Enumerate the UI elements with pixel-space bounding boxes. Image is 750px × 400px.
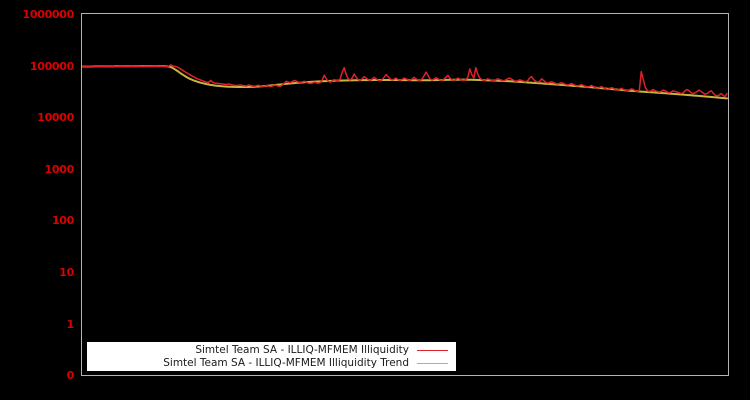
legend-label-illiquidity: Simtel Team SA - ILLIQ-MFMEM Illiquidity xyxy=(195,344,409,356)
legend-entry: Simtel Team SA - ILLIQ-MFMEM Illiquidity xyxy=(88,344,455,357)
legend-entry: Simtel Team SA - ILLIQ-MFMEM Illiquidity… xyxy=(88,357,455,370)
y-axis-tick-100000: 100000 xyxy=(29,59,74,73)
legend-swatch-illiquidity xyxy=(417,345,448,356)
series-group xyxy=(82,64,728,100)
y-axis-tick-10: 10 xyxy=(59,266,74,279)
y-axis-tick-1000: 1000 xyxy=(44,162,75,176)
legend-label-illiquidity-trend: Simtel Team SA - ILLIQ-MFMEM Illiquidity… xyxy=(163,357,409,369)
series-line-trend xyxy=(82,65,728,100)
legend-swatch-illiquidity-trend xyxy=(417,358,448,369)
y-axis-tick-1: 1 xyxy=(66,317,75,331)
chart-legend: Simtel Team SA - ILLIQ-MFMEM Illiquidity… xyxy=(87,342,456,371)
plot-svg xyxy=(82,64,728,100)
y-axis-tick-0: 0 xyxy=(66,369,75,383)
y-axis-tick-1000000: 1000000 xyxy=(22,8,75,21)
y-axis-tick-10000: 10000 xyxy=(37,111,74,125)
y-axis-tick-100: 100 xyxy=(51,214,74,228)
series-line-illiquidity xyxy=(82,64,728,98)
y-axis-tick-labels: 1000000 100000 10000 1000 100 10 1 0 xyxy=(14,0,75,400)
plot-area xyxy=(81,13,729,376)
